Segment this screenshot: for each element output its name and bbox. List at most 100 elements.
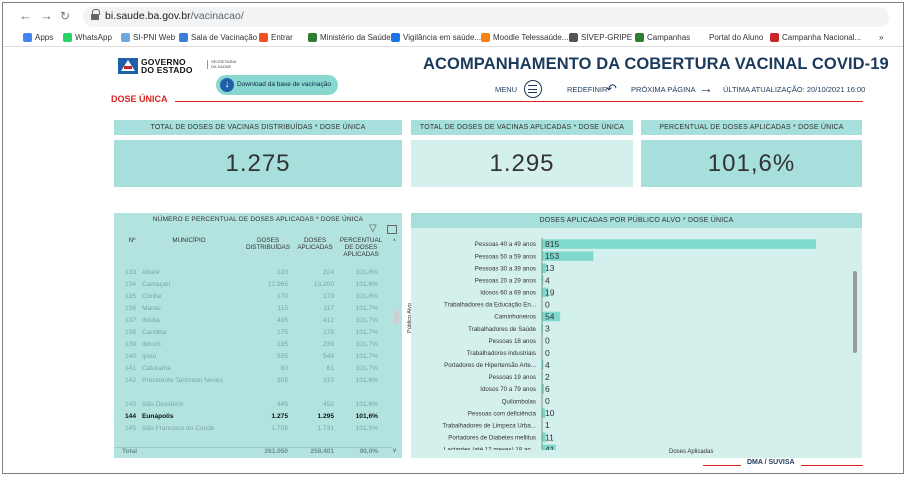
row-city: Camaçari	[142, 281, 171, 288]
table-row[interactable]: 133 Abaré 220 224 101,8%	[114, 267, 392, 279]
menu-label[interactable]: MENU	[495, 85, 518, 94]
scroll-up-icon[interactable]: ^	[393, 239, 396, 245]
category-label: Caminhoneiros	[494, 314, 536, 321]
bookmark-item[interactable]: Apps	[23, 33, 53, 42]
bar[interactable]	[542, 408, 546, 418]
row-number: 143	[125, 401, 137, 408]
row-number: 144	[125, 413, 137, 420]
bookmark-item[interactable]: Ministério da Saúde	[308, 33, 391, 42]
bookmark-item[interactable]: Portal do Aluno	[709, 33, 763, 42]
row-applied: 13.200	[313, 281, 334, 288]
table-row[interactable]: 138 Candiba 175 178 101,7%	[114, 327, 392, 339]
bookmark-item[interactable]: Campanhas	[635, 33, 690, 42]
row-applied: 544	[322, 353, 334, 360]
bar[interactable]	[542, 275, 544, 286]
table-total-row: Total 261.050 258.401 99,0%	[114, 447, 392, 458]
download-button[interactable]: ↓ Download da base de vacinação	[216, 75, 338, 95]
row-percent: 101,8%	[355, 293, 378, 300]
refresh-label[interactable]: REDEFINIR	[567, 85, 608, 94]
table-row[interactable]: 144 Eunápolis 1.275 1.295 101,6%	[114, 411, 392, 423]
download-label: Download da base de vacinação	[237, 81, 331, 88]
table-row[interactable]: 137 Ibiúba 405 412 101,7%	[114, 315, 392, 327]
bookmarks-more-icon[interactable]: »	[879, 33, 884, 42]
category-label: Pessoas 50 a 59 anos	[475, 253, 536, 260]
menu-icon[interactable]	[524, 80, 542, 98]
bar[interactable]	[542, 311, 561, 322]
focus-mode-icon[interactable]	[387, 225, 397, 234]
table-row[interactable]: 139 Ibirorô 235 239 101,7%	[114, 339, 392, 351]
footer: DMA / SUVISA	[703, 458, 863, 472]
row-percent: 101,7%	[355, 305, 378, 312]
row-percent: 101,7%	[355, 329, 378, 336]
bar[interactable]	[542, 287, 549, 298]
row-city: São Francisco do Conde	[142, 425, 215, 432]
data-label: 10	[545, 408, 555, 418]
bar[interactable]	[542, 251, 594, 261]
bookmark-item[interactable]: Vigilância em saúde...	[391, 33, 481, 42]
scroll-down-icon[interactable]: v	[393, 448, 396, 454]
row-city: Presidente Tancredo Neves	[142, 377, 223, 384]
category-label: Pessoas 18 anos	[489, 338, 536, 345]
table-row[interactable]: 145 São Francisco do Conde 1.705 1.731 101,5…	[114, 423, 392, 447]
table-row[interactable]: 136 Maraú 115 117 101,7%	[114, 303, 392, 315]
category-label: Trabalhadores da Educação En...	[444, 302, 536, 309]
tab-dose-unica[interactable]: DOSE ÚNICA	[111, 94, 168, 104]
col-header-percent[interactable]: PERCENTUAL DE DOSES APLICADAS	[339, 237, 383, 258]
category-label: Trabalhadores de Limpeza Urba...	[442, 422, 536, 429]
col-header-num[interactable]: Nº	[128, 237, 136, 244]
bookmark-item[interactable]: Entrar	[259, 33, 293, 42]
reload-icon[interactable]: ↻	[60, 9, 71, 23]
table-row[interactable]: 141 Caturama 60 61 101,7%	[114, 363, 392, 375]
row-distributed: 220	[276, 269, 288, 276]
bookmark-label: WhatsApp	[75, 33, 112, 42]
bookmarks-bar: Apps WhatsApp SI-PNI Web Sala de Vacinação E…	[3, 30, 903, 47]
back-icon[interactable]: ←	[19, 8, 32, 23]
filter-icon[interactable]: ▽	[369, 223, 377, 234]
total-percent: 99,0%	[359, 448, 378, 455]
data-label: 815	[545, 239, 559, 249]
category-label: Pessoas 40 a 49 anos	[475, 241, 536, 248]
row-distributed: 1.705	[271, 425, 288, 432]
row-percent: 101,7%	[355, 365, 378, 372]
bookmark-item[interactable]: Sala de Vacinação	[179, 33, 257, 42]
bookmark-label: Ministério da Saúde	[320, 33, 391, 42]
scroll-thumb[interactable]	[394, 311, 399, 323]
category-label: Pessoas 19 anos	[489, 374, 536, 381]
refresh-icon[interactable]: ↶	[606, 81, 617, 96]
table-row[interactable]: 140 Ipiaú 535 544 101,7%	[114, 351, 392, 363]
chart-scrollbar[interactable]	[853, 271, 857, 353]
bar[interactable]	[542, 263, 547, 273]
table-scrollbar[interactable]: ^ v	[393, 239, 401, 458]
category-label: Idosos 60 a 69 anos	[480, 290, 536, 297]
table-row[interactable]: 135 Coribe 170 173 101,8%	[114, 291, 392, 303]
url-input[interactable]: bi.saude.ba.gov.br/vacinacao/	[83, 7, 889, 27]
bookmark-item[interactable]: WhatsApp	[63, 33, 112, 42]
bar[interactable]	[542, 384, 545, 394]
bookmark-item[interactable]: SI-PNI Web	[121, 33, 175, 42]
next-arrow-icon[interactable]: →	[699, 80, 713, 96]
bar[interactable]	[542, 323, 544, 334]
bookmark-item[interactable]: Moodle Telessaúde...	[481, 33, 568, 42]
row-distributed: 115	[277, 305, 288, 312]
row-city: Eunápolis	[142, 413, 174, 420]
divider	[175, 101, 411, 102]
sivep-icon	[569, 33, 578, 42]
table-row[interactable]: 143 São Desidério 445 452 101,6%	[114, 399, 392, 411]
row-city: Coribe	[142, 293, 162, 300]
bar[interactable]	[542, 372, 543, 382]
forward-icon[interactable]: →	[40, 8, 53, 23]
col-header-distributed[interactable]: DOSES DISTRIBUÍDAS	[245, 237, 291, 251]
bar[interactable]	[542, 360, 544, 370]
bar[interactable]	[542, 444, 556, 450]
bar[interactable]	[542, 239, 816, 249]
table-row[interactable]: 134 Camaçari 12.965 13.200 101,8%	[114, 279, 392, 291]
next-page-label[interactable]: PRÓXIMA PÁGINA	[631, 85, 696, 94]
table-row[interactable]: 142 Presidente Tancredo Neves 305 310 101,6%	[114, 375, 392, 399]
bookmark-item[interactable]: SIVEP-GRIPE	[569, 33, 632, 42]
col-header-applied[interactable]: DOSES APLICADAS	[297, 237, 333, 251]
col-header-city[interactable]: MUNICÍPIO	[172, 237, 206, 244]
bookmark-item[interactable]: Campanha Nacional...	[770, 33, 861, 42]
row-number: 133	[125, 269, 137, 276]
bar[interactable]	[542, 432, 546, 443]
bookmark-label: Portal do Aluno	[709, 33, 764, 42]
